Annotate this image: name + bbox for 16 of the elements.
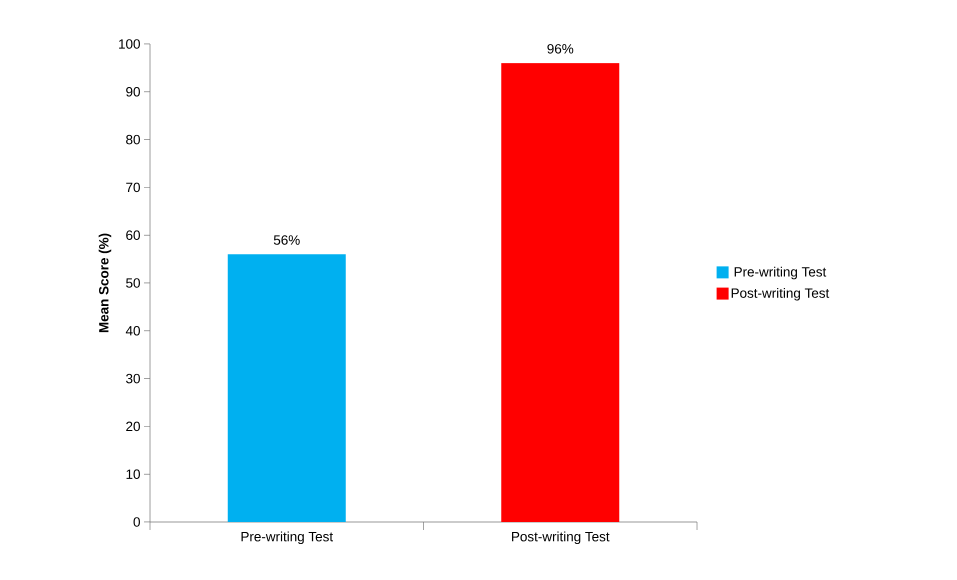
y-tick-label: 30 bbox=[126, 374, 140, 384]
data-label: 56% bbox=[274, 235, 300, 245]
y-tick-label: 90 bbox=[126, 87, 140, 97]
y-tick-label: 80 bbox=[126, 134, 140, 144]
y-tick-label: 70 bbox=[126, 182, 140, 192]
legend-label: Post-writing Test bbox=[732, 288, 830, 301]
y-tick-label: 40 bbox=[126, 326, 140, 336]
y-tick-label: 60 bbox=[126, 230, 140, 240]
y-tick-label: 50 bbox=[126, 278, 140, 288]
y-tick-label: 10 bbox=[126, 469, 140, 479]
legend-label: Pre-writing Test bbox=[734, 266, 826, 280]
data-label: 96% bbox=[547, 44, 574, 54]
y-tick-label: 0 bbox=[134, 517, 140, 527]
y-tick-label: 100 bbox=[119, 39, 140, 49]
y-axis-title: Mean Score (%) bbox=[98, 234, 112, 332]
y-tick-label: 20 bbox=[126, 422, 140, 432]
